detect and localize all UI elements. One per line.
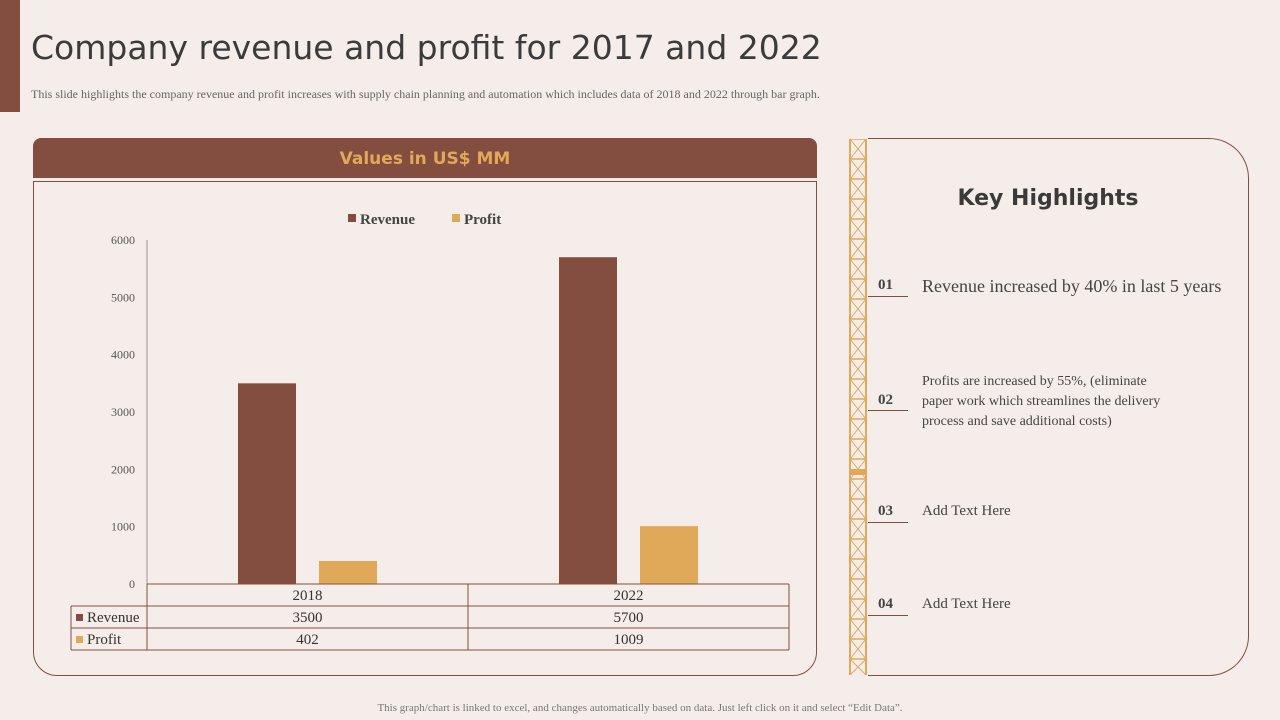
highlight-divider xyxy=(868,410,908,411)
highlight-text-02-line: paper work which streamlines the deliver… xyxy=(922,394,1161,409)
highlight-number-02: 02 xyxy=(878,392,893,408)
highlight-text-02: Profits are increased by 55%, (eliminate… xyxy=(922,372,1160,432)
ladder-segment xyxy=(849,258,867,280)
ladder-segment xyxy=(849,298,867,320)
ladder-decoration xyxy=(849,139,867,675)
ladder-segment xyxy=(849,418,867,440)
ladder-segment xyxy=(849,318,867,340)
highlight-number-03: 03 xyxy=(878,503,893,519)
footer-note: This graph/chart is linked to excel, and… xyxy=(377,702,903,714)
ladder-segment xyxy=(849,618,867,640)
page-subtitle: This slide highlights the company revenu… xyxy=(31,87,820,101)
ladder-segment xyxy=(849,438,867,460)
page-title: Company revenue and profit for 2017 and … xyxy=(31,28,822,67)
highlight-number-01: 01 xyxy=(878,277,893,293)
highlight-text-03: Add Text Here xyxy=(922,503,1011,519)
ladder-segment xyxy=(849,398,867,420)
ladder-segment xyxy=(849,598,867,620)
accent-bar xyxy=(0,0,20,112)
chart-frame xyxy=(33,181,817,676)
ladder-segment xyxy=(849,198,867,220)
ladder-segment xyxy=(849,238,867,260)
ladder-segment xyxy=(849,139,867,160)
highlights-title: Key Highlights xyxy=(957,186,1139,211)
ladder-segment xyxy=(849,469,867,475)
highlight-text-02-line: process and save additional costs) xyxy=(922,414,1112,429)
highlight-divider xyxy=(868,615,908,616)
highlight-text-02-line: Profits are increased by 55%, (eliminate xyxy=(922,374,1147,389)
ladder-segment xyxy=(849,338,867,360)
ladder-segment xyxy=(849,638,867,660)
ladder-segment xyxy=(849,278,867,300)
ladder-segment xyxy=(849,358,867,380)
chart-heading: Values in US$ MM xyxy=(33,138,817,178)
ladder-segment xyxy=(849,378,867,400)
highlight-divider xyxy=(868,296,908,297)
ladder-segment xyxy=(849,478,867,500)
ladder-segment xyxy=(849,218,867,240)
ladder-segment xyxy=(849,158,867,180)
highlight-divider xyxy=(868,522,908,523)
ladder-segment xyxy=(849,498,867,520)
highlight-number-04: 04 xyxy=(878,596,893,612)
chart-panel: Values in US$ MM xyxy=(33,138,817,676)
ladder-segment xyxy=(849,658,867,675)
highlight-text-04: Add Text Here xyxy=(922,596,1011,612)
highlights-panel xyxy=(868,138,1249,676)
ladder-segment xyxy=(849,538,867,560)
ladder-segment xyxy=(849,178,867,200)
highlight-text-01: Revenue increased by 40% in last 5 years xyxy=(922,276,1222,296)
ladder-segment xyxy=(849,558,867,580)
ladder-segment xyxy=(849,518,867,540)
ladder-segment xyxy=(849,578,867,600)
